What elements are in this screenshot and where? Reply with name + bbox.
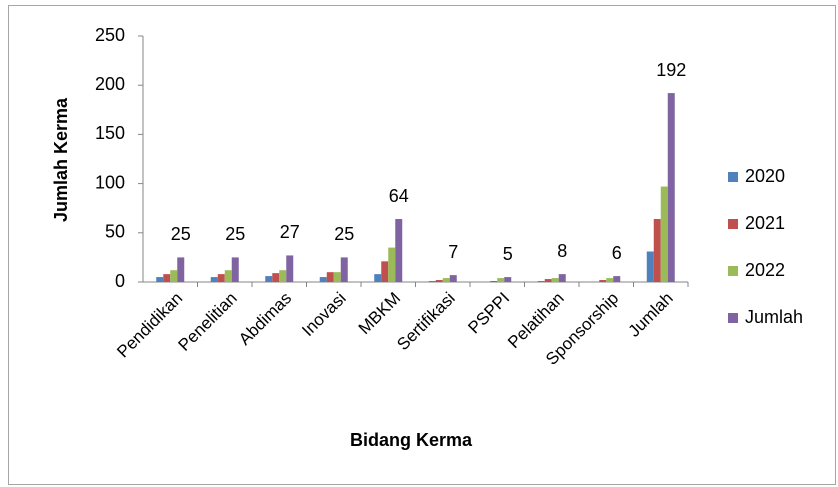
bar [163,274,171,282]
bar [272,273,280,282]
data-label: 25 [171,224,191,244]
y-tick-label: 150 [95,123,125,143]
bar [395,219,403,282]
legend-swatch [728,172,738,182]
bar [442,278,450,282]
data-label: 8 [557,241,567,261]
bar [558,274,566,282]
bar [333,272,341,282]
y-axis-label: Jumlah Kerma [51,97,71,222]
y-tick-label: 50 [105,222,125,242]
bar [653,219,661,282]
bar [381,261,389,282]
bar [646,251,654,282]
bar [497,278,505,282]
legend-label: Jumlah [745,307,803,327]
bar [279,270,287,282]
bar [435,280,443,282]
bar [599,280,607,282]
data-label: 25 [334,224,354,244]
legend-label: 2020 [745,166,785,186]
y-tick-label: 200 [95,74,125,94]
bar [374,274,382,282]
data-label: 6 [612,243,622,263]
bar [660,186,668,282]
bar [490,281,498,282]
bar [286,255,294,282]
bar [428,281,436,282]
legend-swatch [728,313,738,323]
data-label: 25 [225,224,245,244]
bar [537,281,545,282]
bar [544,279,552,282]
bar [613,276,621,282]
y-tick-label: 0 [115,271,125,291]
data-label: 64 [389,186,409,206]
bar [606,278,614,282]
data-label: 27 [280,222,300,242]
y-tick-label: 250 [95,25,125,45]
bar [170,270,178,282]
y-tick-label: 100 [95,172,125,192]
bar [224,270,232,282]
legend-swatch [728,266,738,276]
bar [210,277,218,282]
bar [319,277,327,282]
bar [340,257,348,282]
bar [388,247,396,282]
bar [231,257,239,282]
bar [504,277,512,282]
bar [156,277,164,282]
bar [326,272,334,282]
bar [449,275,457,282]
data-label: 5 [503,244,513,264]
bar [177,257,185,282]
bar [551,278,559,282]
data-label: 192 [656,60,686,80]
chart-border [8,5,836,485]
legend-swatch [728,219,738,229]
bar [667,93,675,283]
data-label: 7 [448,242,458,262]
legend-label: 2022 [745,260,785,280]
bar [217,274,225,282]
bar [265,276,273,282]
x-axis-label: Bidang Kerma [350,430,473,450]
legend-label: 2021 [745,213,785,233]
